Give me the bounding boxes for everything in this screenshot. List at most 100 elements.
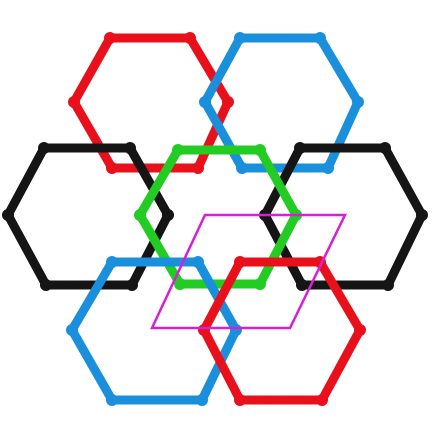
ring-blue-bottom-atom bbox=[121, 396, 129, 404]
ring-black-left-atom bbox=[158, 201, 166, 209]
ring-green-center-atom bbox=[142, 221, 150, 229]
ring-blue-top-atom bbox=[343, 80, 351, 88]
ring-blue-top-atom bbox=[234, 32, 246, 44]
ring-green-center-atom bbox=[147, 192, 155, 200]
ring-red-top-atom bbox=[68, 96, 80, 108]
ring-black-right-atom bbox=[413, 221, 421, 229]
ring-green-center-atom bbox=[271, 174, 279, 182]
ring-red-bottom-atom bbox=[322, 268, 330, 276]
ring-black-left-atom bbox=[66, 281, 74, 289]
ring-red-top-atom bbox=[140, 34, 148, 42]
ring-red-bottom-atom bbox=[354, 324, 366, 336]
ring-blue-bottom-atom bbox=[106, 256, 118, 268]
ring-black-left-atom bbox=[31, 261, 39, 269]
ring-red-top-atom bbox=[101, 43, 109, 51]
ring-red-top-atom bbox=[90, 61, 98, 69]
ring-black-right-atom bbox=[332, 144, 340, 152]
ring-red-top-atom bbox=[163, 34, 171, 42]
ring-black-left-atom bbox=[20, 241, 28, 249]
ring-blue-top-atom bbox=[199, 96, 211, 108]
ring-blue-top-atom bbox=[247, 34, 255, 42]
ring-blue-top-atom bbox=[236, 162, 248, 174]
ring-blue-bottom-atom bbox=[230, 324, 242, 336]
ring-green-center-atom bbox=[197, 146, 205, 154]
ring-red-top-atom bbox=[197, 52, 205, 60]
ring-blue-bottom-atom bbox=[199, 268, 207, 276]
ring-black-left-atom bbox=[131, 153, 139, 161]
ring-blue-top-atom bbox=[259, 34, 267, 42]
ring-black-left-atom bbox=[162, 209, 174, 221]
ring-red-top-atom bbox=[92, 136, 100, 144]
ring-red-top-atom bbox=[207, 136, 215, 144]
ring-red-top-atom bbox=[104, 32, 116, 44]
ring-blue-bottom-atom bbox=[96, 376, 104, 384]
ring-blue-bottom-atom bbox=[134, 396, 142, 404]
ring-green-center-atom bbox=[287, 221, 295, 229]
ring-red-top-atom bbox=[80, 80, 88, 88]
ring-black-right-atom bbox=[369, 144, 377, 152]
ring-red-top-atom bbox=[202, 61, 210, 69]
ring-red-top-atom bbox=[129, 34, 137, 42]
ring-green-center-atom bbox=[244, 146, 252, 154]
ring-red-bottom-atom bbox=[316, 394, 328, 406]
ring-blue-bottom-atom bbox=[210, 287, 218, 295]
ring-green-center-atom bbox=[276, 183, 284, 191]
ring-blue-bottom-atom bbox=[185, 396, 193, 404]
ring-blue-bottom-atom bbox=[66, 324, 78, 336]
ring-red-bottom-atom bbox=[234, 256, 246, 268]
ring-red-bottom-atom bbox=[220, 366, 228, 374]
ring-green-center-atom bbox=[141, 202, 149, 210]
ring-blue-top-atom bbox=[345, 117, 353, 125]
ring-black-left-atom bbox=[126, 279, 138, 291]
ring-black-right-atom bbox=[271, 192, 279, 200]
ring-red-bottom-atom bbox=[259, 258, 267, 266]
ring-green-center-atom bbox=[134, 209, 146, 221]
ring-black-left-atom bbox=[30, 163, 38, 171]
ring-blue-top-atom bbox=[332, 61, 340, 69]
ring-red-bottom-atom bbox=[210, 346, 218, 354]
ring-black-right-atom bbox=[408, 231, 416, 239]
ring-red-bottom-atom bbox=[231, 386, 239, 394]
ring-green-center-atom bbox=[159, 250, 167, 258]
ring-blue-bottom-atom bbox=[91, 287, 99, 295]
ring-black-left-atom bbox=[52, 144, 60, 152]
ring-blue-bottom-atom bbox=[196, 394, 208, 406]
ring-blue-top-atom bbox=[322, 162, 334, 174]
ring-black-left-atom bbox=[40, 279, 52, 291]
ring-black-left-atom bbox=[79, 281, 87, 289]
ring-black-right-atom bbox=[416, 209, 428, 221]
ring-black-left-atom bbox=[24, 173, 32, 181]
ring-blue-bottom-atom bbox=[106, 394, 118, 406]
ring-red-top-atom bbox=[106, 162, 118, 174]
ring-blue-top-atom bbox=[304, 34, 312, 42]
ring-red-bottom-atom bbox=[327, 277, 335, 285]
ring-red-bottom-atom bbox=[210, 306, 218, 314]
ring-green-center-atom bbox=[254, 144, 266, 156]
ring-red-top-atom bbox=[81, 117, 89, 125]
ring-red-bottom-atom bbox=[323, 386, 331, 394]
ring-green-center-atom bbox=[187, 280, 195, 288]
ring-red-top-atom bbox=[152, 34, 160, 42]
ring-black-left-atom bbox=[64, 144, 72, 152]
ring-blue-bottom-atom bbox=[203, 386, 211, 394]
ring-black-right-atom bbox=[271, 231, 279, 239]
ring-red-bottom-atom bbox=[248, 396, 256, 404]
ring-blue-top-atom bbox=[206, 107, 214, 115]
ring-blue-top-atom bbox=[226, 52, 234, 60]
ring-red-top-atom bbox=[102, 154, 110, 162]
ring-blue-bottom bbox=[66, 256, 242, 406]
ring-red-bottom-atom bbox=[198, 324, 210, 336]
ring-red-top-atom bbox=[86, 126, 94, 134]
ring-red-bottom-atom bbox=[271, 396, 279, 404]
ring-black-right-atom bbox=[308, 144, 316, 152]
ring-black-left-atom bbox=[9, 221, 17, 229]
ring-black-right-atom bbox=[281, 173, 289, 181]
ring-green-center-atom bbox=[152, 183, 160, 191]
ring-red-bottom-atom bbox=[344, 306, 352, 314]
ring-black-left-atom bbox=[54, 281, 62, 289]
ring-green-center-atom bbox=[186, 146, 194, 154]
ring-red-top-atom bbox=[198, 154, 206, 162]
ring-blue-bottom-atom bbox=[79, 306, 87, 314]
ring-red-bottom-atom bbox=[205, 316, 213, 324]
ring-red-bottom-atom bbox=[340, 356, 348, 364]
